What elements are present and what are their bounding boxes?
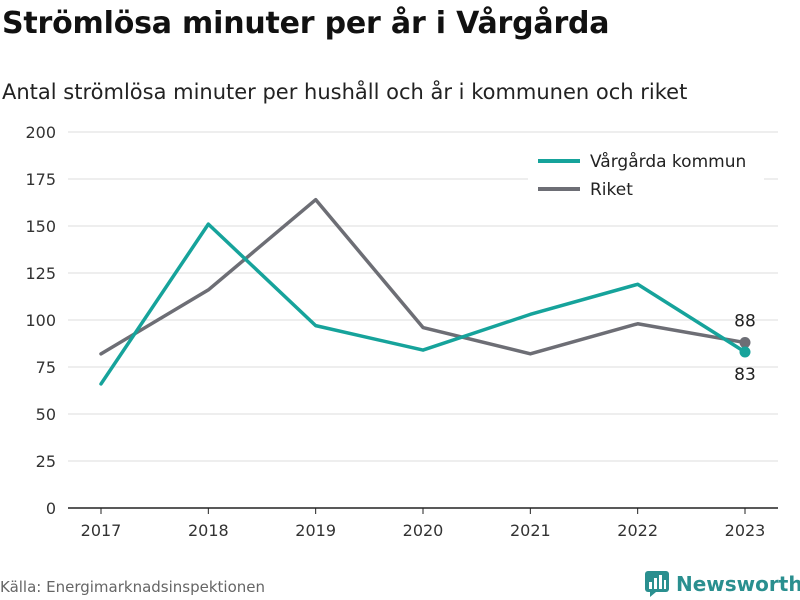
x-tick-label: 2018 [188, 521, 229, 540]
end-value-label: 83 [734, 365, 756, 385]
brand[interactable]: Newsworthy [644, 570, 800, 598]
x-tick-label: 2019 [295, 521, 336, 540]
legend-label: Vårgårda kommun [590, 151, 746, 172]
y-tick-label: 100 [25, 311, 56, 330]
y-tick-label: 25 [36, 452, 56, 471]
series-end-point [739, 337, 751, 349]
series-end-point [739, 346, 751, 358]
y-tick-label: 200 [25, 123, 56, 142]
newsworthy-logo-icon [645, 571, 669, 597]
axes: 0 25 50 75 100 125 150 175 200 2017 2018 2019 2020 20… [25, 123, 778, 540]
y-tick-label: 125 [25, 264, 56, 283]
legend: Vårgårda kommun Riket [528, 146, 764, 206]
legend-label: Riket [590, 180, 633, 200]
end-value-label: 88 [734, 312, 756, 332]
y-tick-label: 150 [25, 217, 56, 236]
x-tick-label: 2017 [81, 521, 122, 540]
x-tick-label: 2023 [725, 521, 766, 540]
y-tick-label: 75 [36, 358, 56, 377]
x-tick-label: 2021 [510, 521, 551, 540]
legend-box [528, 146, 764, 206]
source-note: Källa: Energimarknadsinspektionen [0, 578, 266, 596]
y-tick-label: 50 [36, 405, 56, 424]
y-tick-label: 175 [25, 170, 56, 189]
series-line [99, 197, 747, 356]
x-tick-label: 2020 [403, 521, 444, 540]
brand-name: Newsworthy [676, 572, 800, 596]
series-line [99, 222, 747, 386]
series-lines [99, 197, 751, 386]
y-tick-label: 0 [46, 499, 56, 518]
end-labels: 83 88 [734, 312, 756, 385]
chart-title: Strömlösa minuter per år i Vårgårda [2, 6, 610, 41]
x-tick-label: 2022 [617, 521, 658, 540]
chart-subtitle: Antal strömlösa minuter per hushåll och … [2, 80, 688, 104]
